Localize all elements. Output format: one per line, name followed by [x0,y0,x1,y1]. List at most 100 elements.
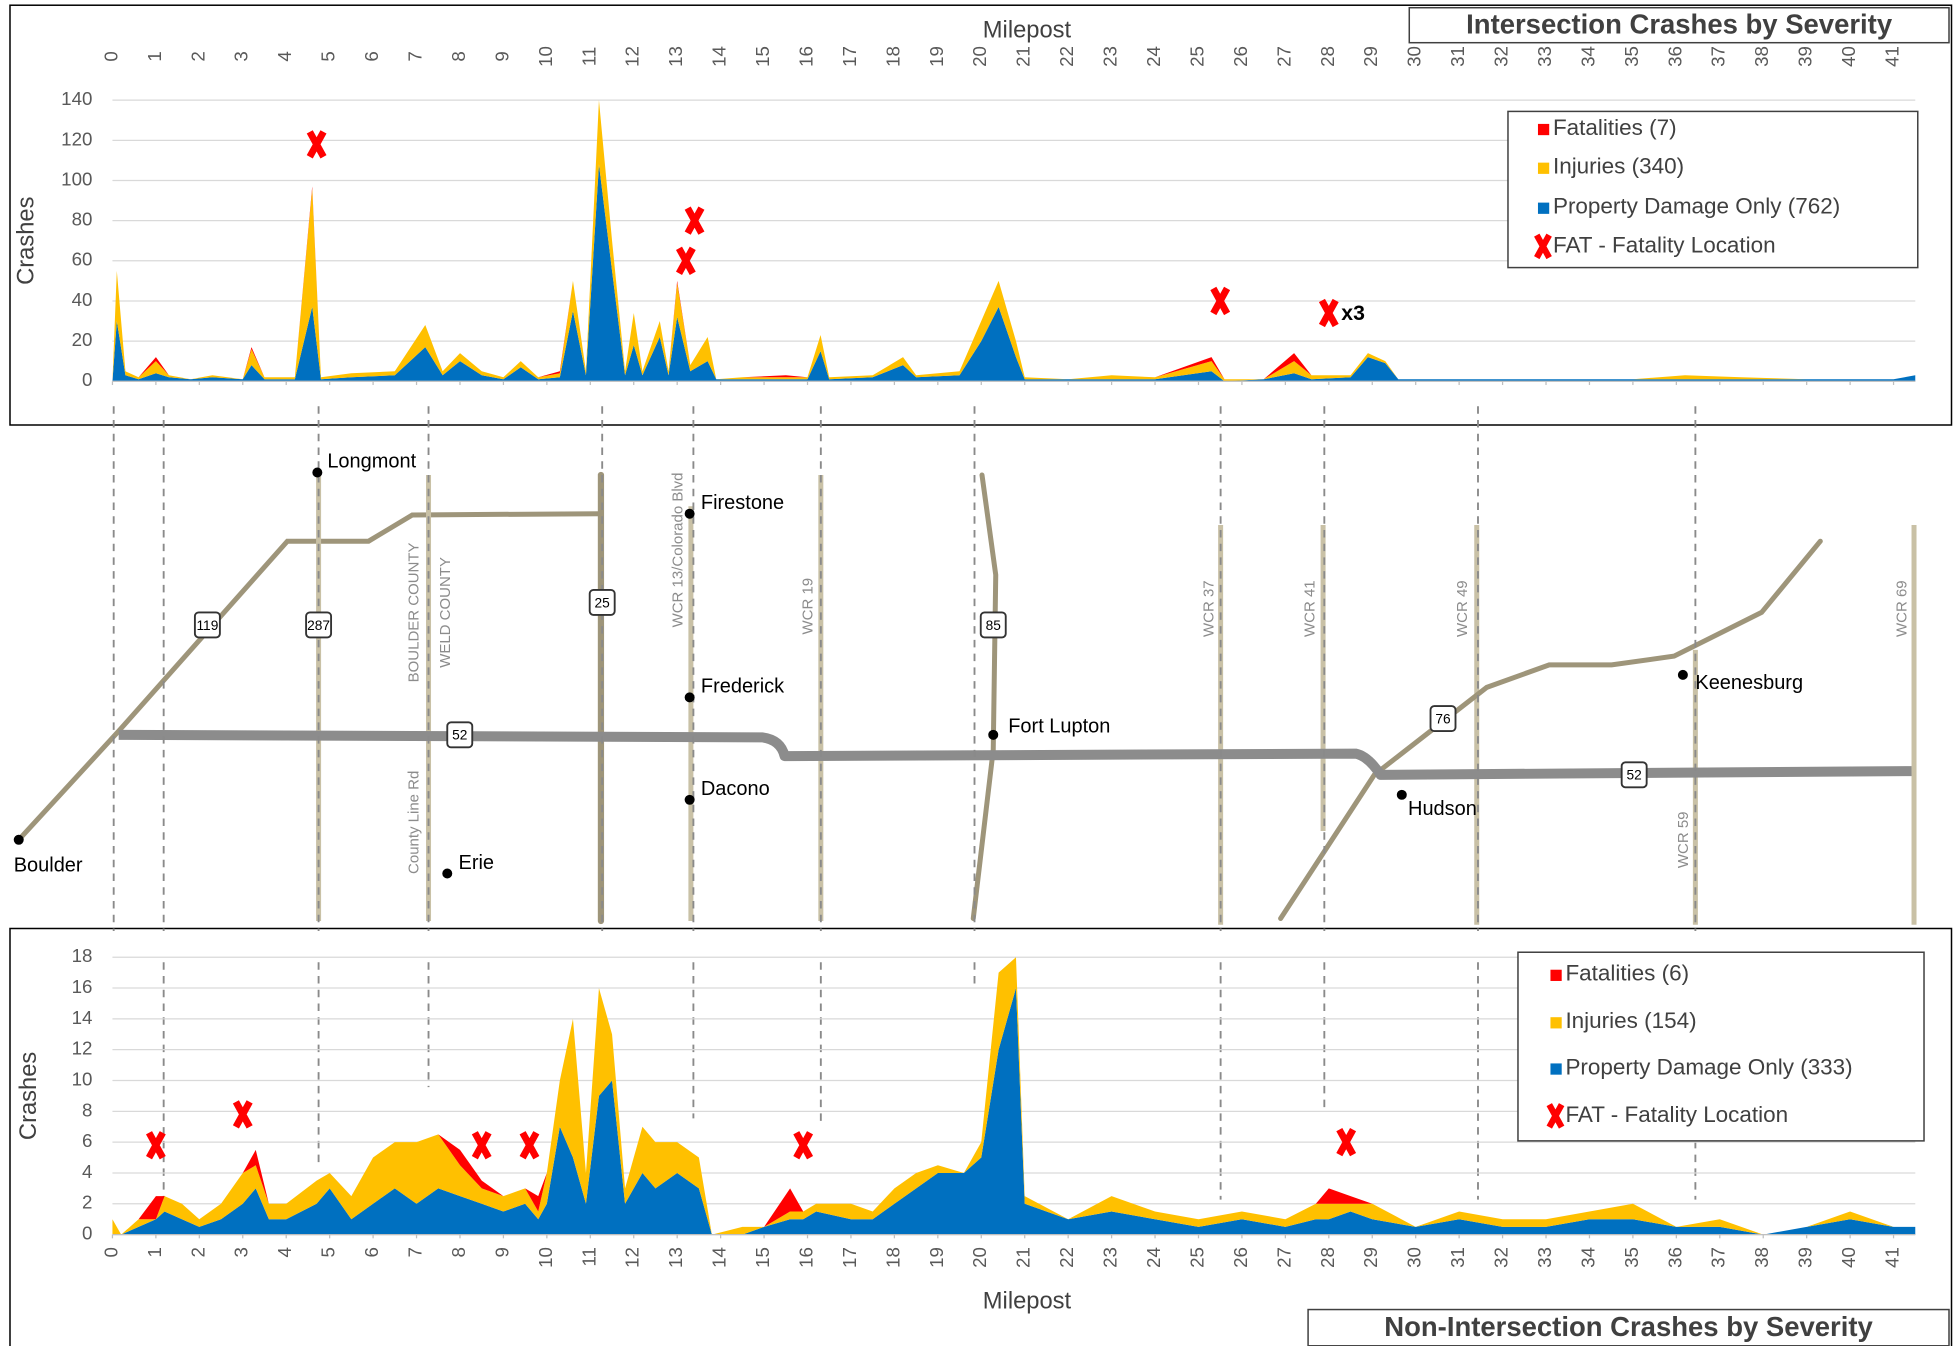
shield [1429,705,1457,733]
x-tick-label: 17 [839,1247,860,1268]
top-frame [9,4,1953,426]
x-tick-label: 28 [1317,1247,1338,1268]
x-tick-label: 4 [274,51,295,61]
x-tick-label: 13 [665,46,686,67]
y-tick-label: 6 [82,1130,92,1151]
y-tick-label: 18 [72,945,93,966]
x-tick-label: 26 [1230,1247,1251,1268]
x-tick-label: 14 [709,1247,730,1268]
x-tick-label: 38 [1751,1247,1772,1268]
shield [1620,761,1648,789]
x-tick-label: 13 [665,1247,686,1268]
x-tick-label: 29 [1360,1247,1381,1268]
x-tick-label: 6 [361,51,382,61]
x-tick-label: 18 [882,1247,903,1268]
place-label: Hudson [1408,798,1477,820]
fatality-marker [684,206,705,235]
x-tick-label: 3 [231,51,252,61]
x-tick-label: 33 [1534,1247,1555,1268]
x-axis-label: Milepost [983,1288,1072,1314]
x-tick-label: 6 [361,1247,382,1257]
y-tick-label: 2 [82,1192,92,1213]
place-dot [684,692,695,703]
x-tick-label: 5 [318,1247,339,1257]
fatality-marker [793,1131,814,1160]
x-tick-label: 7 [404,1247,425,1257]
x-tick-label: 15 [752,46,773,67]
y-tick-label: 60 [72,249,93,270]
y-tick-label: 120 [61,128,92,149]
legend-box [1507,110,1919,269]
place-label: Erie [459,852,495,874]
x-tick-label: 11 [578,47,599,66]
y-tick-label: 80 [72,209,93,230]
x-tick-label: 16 [795,1247,816,1268]
x-tick-label: 37 [1708,46,1729,67]
legend-label: FAT - Fatality Location [1553,232,1776,257]
road-label: WCR 59 [1675,811,1692,868]
place-dot [442,868,453,879]
annotation: x3 [1341,302,1365,325]
legend-swatch [1550,1063,1562,1075]
x-tick-label: 35 [1621,46,1642,67]
x-tick-label: 0 [100,1247,121,1257]
x-tick-label: 8 [448,51,469,61]
x-tick-label: 22 [1056,1247,1077,1268]
legend-swatch [1550,969,1562,981]
x-tick-label: 34 [1577,46,1598,67]
x-tick-label: 14 [709,46,730,67]
x-tick-label: 7 [404,51,425,61]
map [16,471,1917,925]
title-box [1307,1308,1950,1346]
x-tick-label: 10 [535,1247,556,1268]
legend-swatch [1550,1017,1562,1029]
x-tick-label: 38 [1751,46,1772,67]
x-tick-label: 31 [1447,1247,1468,1268]
road-label: BOULDER COUNTY [406,542,423,682]
place-label: Boulder [14,854,83,876]
x-tick-label: 3 [231,1247,252,1257]
x-tick-label: 1 [144,1247,165,1257]
fatality-marker [146,1131,166,1160]
chart-title: Intersection Crashes by Severity [1466,9,1893,40]
y-tick-label: 8 [82,1099,92,1120]
road-label: County Line Rd [406,771,423,874]
x-tick-label: 20 [969,46,990,67]
legend-swatch [1537,202,1550,214]
x-tick-label: 39 [1795,46,1816,67]
road-label: WCR 13/Colorado Blvd [669,472,686,627]
chart-title: Non-Intersection Crashes by Severity [1384,1311,1873,1342]
fatality-marker [1318,298,1339,328]
x-tick-label: 21 [1013,1247,1034,1268]
x-tick-label: 39 [1795,1247,1816,1268]
x-tick-label: 25 [1186,46,1207,67]
x-tick-label: 35 [1621,1247,1642,1268]
x-tick-label: 4 [274,1247,295,1257]
road-sh52 [118,729,1912,780]
x-tick-label: 41 [1882,1247,1903,1268]
road-119 [16,511,603,843]
x-tick-label: 36 [1664,1247,1685,1268]
x-axis-label: Milepost [983,18,1072,44]
x-tick-label: 25 [1186,1247,1207,1268]
x-tick-label: 10 [535,46,556,67]
x-tick-label: 34 [1577,1247,1598,1268]
legend-label: Property Damage Only (762) [1553,194,1840,219]
shield-label: 25 [595,595,611,610]
place-dot [1396,789,1407,800]
y-tick-label: 14 [72,1007,93,1028]
x-tick-label: 23 [1100,1247,1121,1268]
shield-label: 287 [307,618,330,633]
shield [588,588,616,616]
place-dot [1677,669,1688,680]
y-axis-label: Crashes [16,1052,42,1140]
x-tick-label: 11 [578,1247,599,1266]
y-tick-label: 100 [61,168,92,189]
fatality-marker [1210,286,1231,316]
place-label: Longmont [327,451,416,473]
x-tick-label: 27 [1273,1247,1294,1268]
shield-label: 85 [986,618,1002,633]
y-axis-label: Crashes [14,197,40,285]
x-tick-label: 1 [144,51,165,61]
